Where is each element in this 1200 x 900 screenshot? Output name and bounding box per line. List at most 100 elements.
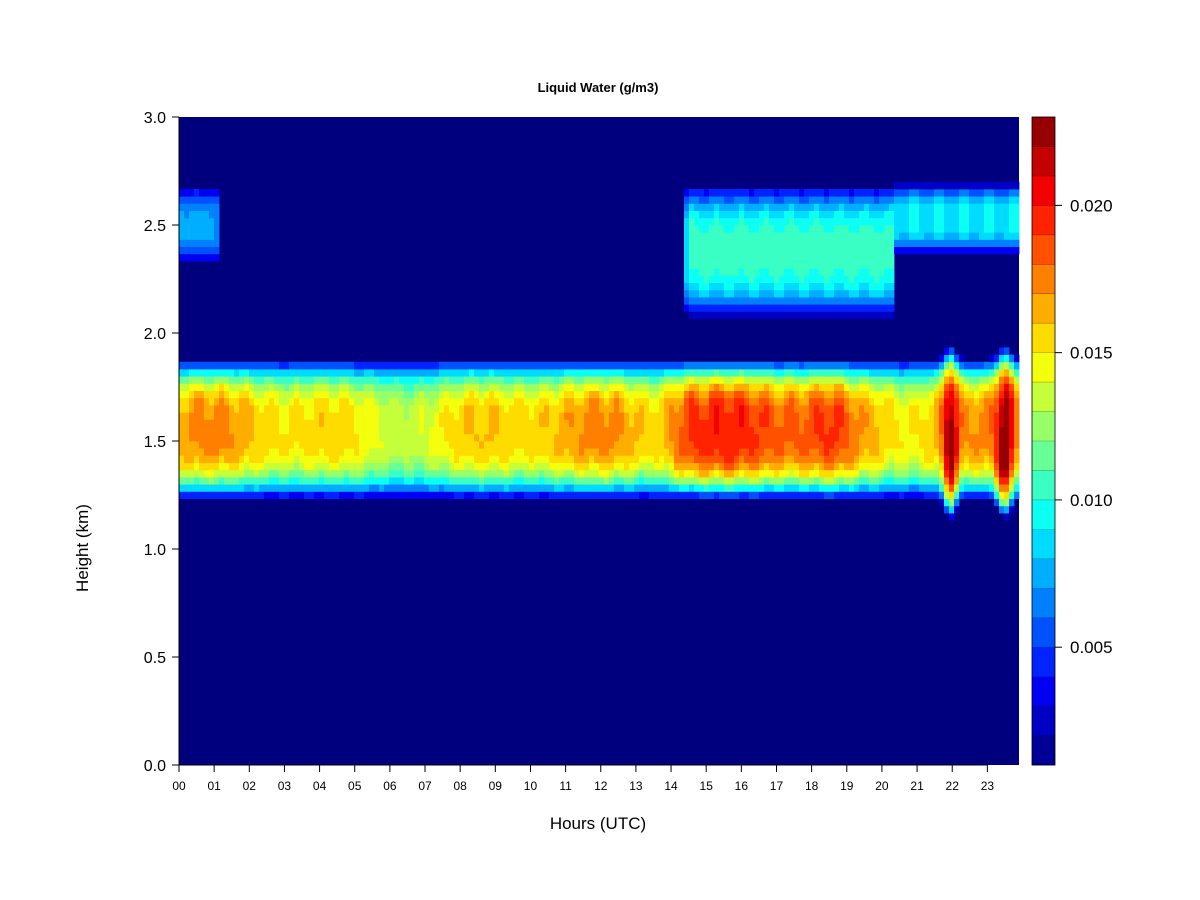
heatmap-cell — [694, 397, 700, 406]
heatmap-cell — [789, 405, 795, 413]
heatmap-cell — [704, 484, 710, 492]
heatmap-cell — [959, 354, 965, 363]
heatmap-cell — [314, 462, 320, 471]
heatmap-cell — [944, 225, 950, 233]
heatmap-cell — [1009, 369, 1015, 377]
heatmap-cell — [204, 448, 210, 456]
heatmap-cell — [384, 376, 390, 384]
heatmap-cell — [269, 462, 275, 471]
heatmap-cell — [394, 477, 400, 485]
heatmap-cell — [774, 412, 780, 420]
heatmap-cell — [844, 397, 850, 406]
heatmap-cell — [609, 390, 615, 399]
heatmap-cell — [389, 376, 395, 384]
heatmap-cell — [829, 469, 835, 478]
heatmap-cell — [704, 477, 710, 485]
heatmap-cell — [869, 217, 875, 226]
heatmap-cell — [229, 441, 235, 449]
heatmap-cell — [224, 441, 230, 449]
heatmap-cell — [469, 426, 475, 435]
heatmap-cell — [759, 210, 765, 219]
heatmap-cell — [379, 397, 385, 406]
heatmap-cell — [224, 412, 230, 420]
heatmap-cell — [424, 433, 430, 442]
heatmap-cell — [759, 268, 765, 276]
heatmap-cell — [784, 469, 790, 478]
heatmap-cell — [364, 484, 370, 492]
heatmap-cell — [199, 462, 205, 471]
heatmap-cell — [854, 232, 860, 240]
heatmap-cell — [844, 390, 850, 399]
heatmap-cell — [369, 361, 375, 370]
heatmap-cell — [799, 369, 805, 377]
heatmap-cell — [979, 397, 985, 406]
heatmap-cell — [594, 455, 600, 463]
heatmap-cell — [479, 469, 485, 478]
heatmap-cell — [854, 261, 860, 269]
heatmap-cell — [934, 469, 940, 478]
heatmap-cell — [804, 268, 810, 276]
heatmap-cell — [184, 225, 190, 233]
heatmap-cell — [244, 433, 250, 442]
heatmap-cell — [209, 210, 215, 219]
heatmap-cell — [949, 462, 955, 471]
heatmap-cell — [684, 217, 690, 226]
heatmap-cell — [809, 289, 815, 298]
x-tick-label: 13 — [629, 779, 643, 793]
heatmap-cell — [669, 462, 675, 471]
heatmap-cell — [819, 311, 825, 319]
heatmap-cell — [799, 426, 805, 435]
heatmap-cell — [829, 239, 835, 247]
heatmap-cell — [304, 397, 310, 406]
heatmap-cell — [189, 239, 195, 247]
heatmap-cell — [594, 462, 600, 471]
heatmap-cell — [789, 433, 795, 442]
heatmap-cell — [874, 433, 880, 442]
heatmap-cell — [409, 376, 415, 384]
heatmap-cell — [849, 289, 855, 298]
heatmap-cell — [554, 469, 560, 478]
heatmap-cell — [274, 441, 280, 449]
heatmap-cell — [819, 246, 825, 255]
heatmap-cell — [859, 441, 865, 449]
heatmap-cell — [879, 203, 885, 211]
heatmap-cell — [239, 361, 245, 370]
heatmap-cell — [759, 275, 765, 283]
heatmap-cell — [904, 232, 910, 240]
heatmap-cell — [214, 253, 220, 262]
heatmap-cell — [884, 383, 890, 391]
heatmap-cell — [334, 491, 340, 499]
heatmap-cell — [904, 361, 910, 370]
heatmap-cell — [884, 268, 890, 276]
heatmap-cell — [929, 210, 935, 219]
heatmap-cell — [904, 491, 910, 499]
heatmap-cell — [949, 426, 955, 435]
heatmap-cell — [649, 390, 655, 399]
heatmap-cell — [284, 412, 290, 420]
heatmap-cell — [359, 390, 365, 399]
heatmap-cell — [829, 462, 835, 471]
heatmap-cell — [954, 390, 960, 399]
heatmap-cell — [669, 419, 675, 427]
heatmap-cell — [564, 390, 570, 399]
heatmap-cell — [469, 455, 475, 463]
heatmap-cell — [574, 448, 580, 456]
heatmap-cell — [984, 203, 990, 211]
heatmap-cell — [889, 225, 895, 233]
heatmap-cell — [399, 383, 405, 391]
heatmap-cell — [484, 383, 490, 391]
heatmap-cell — [359, 405, 365, 413]
heatmap-cell — [804, 469, 810, 478]
heatmap-cell — [504, 462, 510, 471]
heatmap-cell — [974, 469, 980, 478]
heatmap-cell — [179, 189, 185, 197]
heatmap-cell — [459, 412, 465, 420]
heatmap-cell — [584, 455, 590, 463]
heatmap-cell — [634, 455, 640, 463]
heatmap-cell — [964, 397, 970, 406]
heatmap-cell — [859, 426, 865, 435]
heatmap-cell — [889, 433, 895, 442]
heatmap-cell — [574, 405, 580, 413]
heatmap-cell — [709, 412, 715, 420]
heatmap-cell — [799, 462, 805, 471]
